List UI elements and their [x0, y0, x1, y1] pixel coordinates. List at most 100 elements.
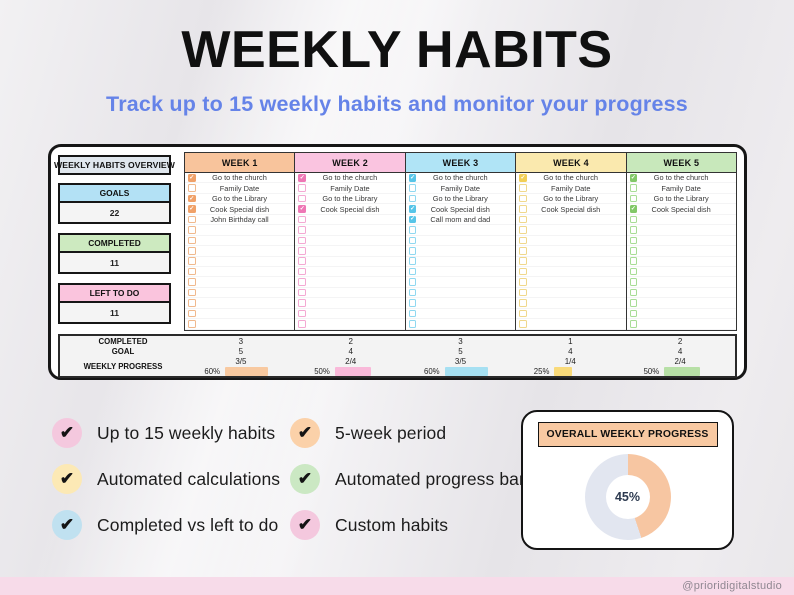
habit-checkbox[interactable] [629, 267, 638, 276]
habit-checkbox[interactable] [188, 215, 196, 224]
habit-row [516, 225, 626, 236]
habit-checkbox[interactable] [519, 299, 527, 307]
habit-checkbox[interactable] [408, 288, 417, 297]
habit-checkbox[interactable]: ✓ [188, 173, 196, 182]
habit-checkbox[interactable] [519, 320, 527, 328]
donut-hole [605, 475, 650, 519]
habit-checkbox[interactable] [519, 226, 527, 234]
habit-checkbox[interactable] [408, 184, 417, 192]
habit-checkbox[interactable] [298, 236, 306, 245]
habit-checkbox[interactable] [408, 278, 417, 286]
habit-row [516, 257, 626, 267]
habit-checkbox[interactable] [188, 288, 196, 297]
habit-checkbox[interactable] [188, 184, 196, 192]
habit-row: ✓ Cook Special dish [295, 204, 405, 215]
habit-checkbox[interactable] [188, 278, 196, 286]
habit-checkbox[interactable] [408, 236, 417, 245]
stat-label: COMPLETED [60, 235, 169, 253]
habit-checkbox[interactable] [408, 320, 417, 328]
habit-checkbox[interactable] [298, 320, 306, 328]
habit-checkbox[interactable] [408, 299, 417, 307]
habit-checkbox[interactable] [629, 257, 638, 266]
habit-checkbox[interactable] [408, 267, 417, 276]
habit-checkbox[interactable] [629, 246, 638, 255]
habit-checkbox[interactable]: ✓ [298, 173, 306, 182]
habit-checkbox[interactable] [519, 205, 527, 213]
habit-checkbox[interactable]: ✓ [629, 173, 638, 182]
habit-checkbox[interactable] [408, 309, 417, 318]
habit-checkbox[interactable] [408, 246, 417, 255]
habit-checkbox[interactable] [188, 320, 196, 328]
habit-checkbox[interactable] [188, 246, 196, 255]
habit-row [626, 236, 737, 247]
progress-bar [444, 366, 488, 376]
habit-checkbox[interactable] [519, 278, 527, 286]
habit-checkbox[interactable] [629, 320, 638, 328]
habit-checkbox[interactable] [188, 309, 196, 318]
overview-stat: COMPLETED 11 [58, 233, 171, 274]
habit-checkbox[interactable] [298, 184, 306, 192]
habit-row [626, 277, 737, 288]
habit-checkbox[interactable] [408, 194, 417, 203]
habit-checkbox[interactable] [408, 226, 417, 234]
habit-checkbox[interactable] [298, 226, 306, 234]
habit-checkbox[interactable]: ✓ [298, 205, 306, 213]
habit-checkbox[interactable] [629, 236, 638, 245]
habit-checkbox[interactable] [629, 278, 638, 286]
habit-checkbox[interactable] [629, 184, 638, 192]
habit-checkbox[interactable] [298, 246, 306, 255]
habit-checkbox[interactable] [188, 257, 196, 266]
habit-checkbox[interactable]: ✓ [629, 205, 638, 213]
habit-checkbox[interactable] [519, 288, 527, 297]
overview-stat: GOALS 22 [58, 183, 171, 224]
habit-checkbox[interactable] [629, 299, 638, 307]
habit-checkbox[interactable] [519, 184, 527, 192]
habit-checkbox[interactable] [519, 194, 527, 203]
habit-checkbox[interactable] [629, 215, 638, 224]
habit-checkbox[interactable] [519, 246, 527, 255]
habit-checkbox[interactable]: ✓ [408, 205, 417, 213]
summary-percent-value: 60% [423, 366, 440, 376]
habit-checkbox[interactable] [188, 299, 196, 307]
habit-checkbox[interactable] [629, 288, 638, 297]
habit-checkbox[interactable] [188, 267, 196, 276]
habit-checkbox[interactable] [298, 257, 306, 266]
check-icon: ✔ [290, 510, 320, 540]
habit-label: John Birthday call [210, 214, 269, 224]
habit-checkbox[interactable] [188, 236, 196, 245]
habit-checkbox[interactable] [298, 309, 306, 318]
habit-checkbox[interactable]: ✓ [408, 173, 417, 182]
habit-checkbox[interactable] [298, 288, 306, 297]
habit-row: ✓ Cook Special dish [626, 204, 737, 215]
habit-row [185, 236, 295, 247]
habit-checkbox[interactable] [519, 267, 527, 276]
habit-checkbox[interactable] [519, 236, 527, 245]
habit-row [185, 298, 295, 309]
habit-checkbox[interactable] [629, 309, 638, 318]
habit-checkbox[interactable]: ✓ [188, 205, 196, 213]
habit-row: Family Date [295, 183, 405, 194]
habit-checkbox[interactable]: ✓ [188, 194, 196, 203]
habit-row [295, 319, 405, 330]
habit-checkbox[interactable] [298, 267, 306, 276]
habit-checkbox[interactable] [408, 257, 417, 266]
summary-goal-label: GOAL [111, 347, 135, 356]
habit-checkbox[interactable] [629, 226, 638, 234]
habit-checkbox[interactable] [519, 309, 527, 318]
habit-row [295, 246, 405, 257]
habit-checkbox[interactable] [298, 194, 306, 203]
habit-checkbox[interactable] [519, 215, 527, 224]
overview-stat: LEFT TO DO 11 [58, 283, 171, 324]
habit-checkbox[interactable] [629, 194, 638, 203]
habit-label: Cook Special dish [651, 204, 711, 214]
habit-checkbox[interactable] [298, 299, 306, 307]
overall-progress-card: OVERALL WEEKLY PROGRESS 45% [521, 410, 734, 550]
habit-checkbox[interactable]: ✓ [519, 173, 527, 182]
habit-checkbox[interactable] [519, 257, 527, 266]
habit-checkbox[interactable]: ✓ [408, 215, 417, 224]
habit-checkbox[interactable] [298, 215, 306, 224]
habit-checkbox[interactable] [298, 278, 306, 286]
feature-label: Automated progress bars [335, 468, 534, 489]
habit-label: Cook Special dish [209, 204, 270, 214]
habit-checkbox[interactable] [188, 226, 196, 234]
